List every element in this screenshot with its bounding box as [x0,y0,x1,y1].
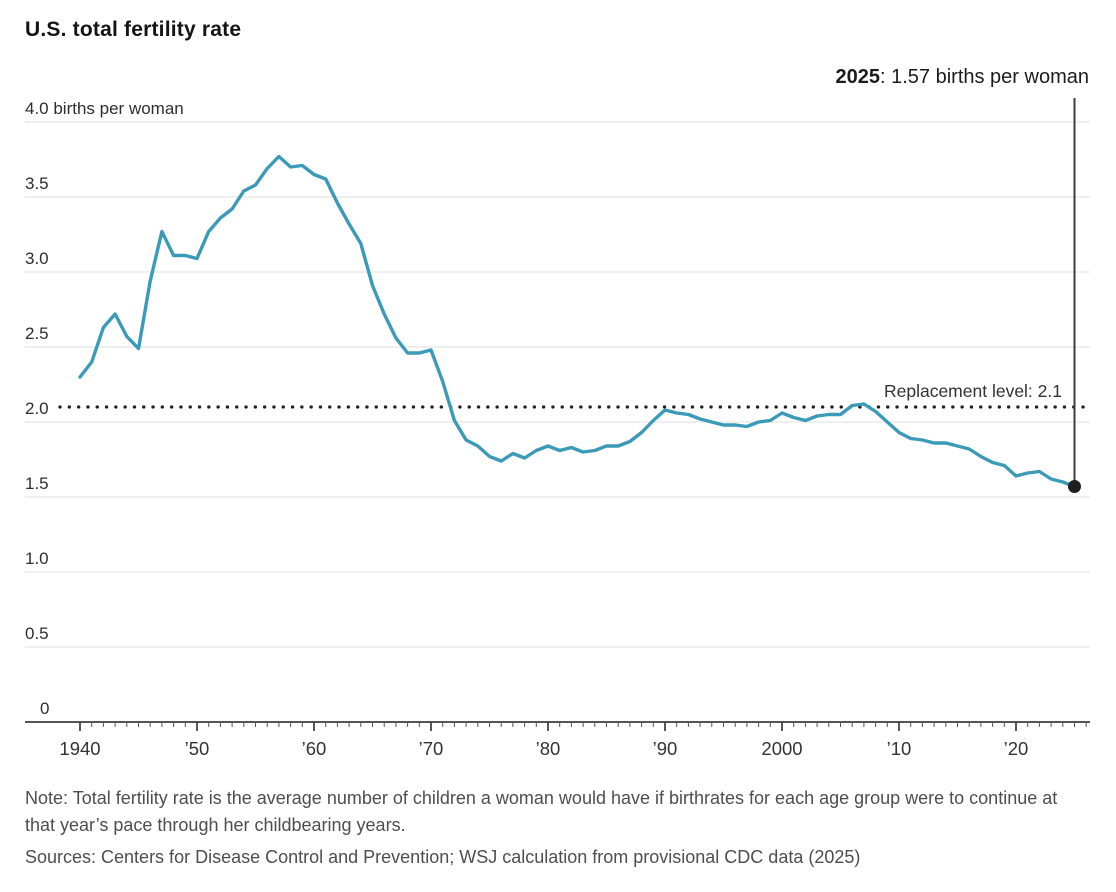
x-axis-tick-label: 1940 [59,738,100,759]
x-axis-tick-label: ’60 [302,738,327,759]
y-axis-tick-label: 2.5 [25,324,49,343]
y-axis-tick-label: 1.5 [25,474,49,493]
x-axis-tick-label: ’70 [419,738,444,759]
endpoint-annotation-year: 2025 [835,66,881,88]
endpoint-annotation-text: : 1.57 births per woman [880,66,1089,88]
y-axis-tick-label: 1.0 [25,549,49,568]
y-axis-tick-label: 4.0 births per woman [25,99,184,118]
x-axis-tick-label: ’10 [887,738,912,759]
chart-sources: Sources: Centers for Disease Control and… [25,847,861,867]
y-axis-tick-label: 2.0 [25,399,49,418]
endpoint-dot [1068,480,1081,493]
endpoint-annotation: 2025: 1.57 births per woman [836,66,1090,89]
chart-note: Note: Total fertility rate is the averag… [25,788,1058,835]
y-axis-tick-label: 0.5 [25,624,49,643]
x-axis-tick-label: ’90 [653,738,678,759]
fertility-rate-line [78,154,1077,489]
fertility-rate-line-chart: 0 0.5 1.0 1.5 2.0 2.5 3.0 3.5 4.0 births per wom… [25,98,1090,759]
y-axis-tick-label: 0 [40,699,49,718]
page-title: U.S. total fertility rate [25,18,242,41]
y-axis-tick-label: 3.0 [25,249,49,268]
x-axis-tick-label: ’20 [1004,738,1029,759]
x-axis-tick-label: ’50 [185,738,210,759]
y-axis-tick-label: 3.5 [25,174,49,193]
x-axis-tick-label: ’80 [536,738,561,759]
x-axis-tick-label: 2000 [761,738,802,759]
replacement-level-label: Replacement level: 2.1 [884,381,1062,401]
